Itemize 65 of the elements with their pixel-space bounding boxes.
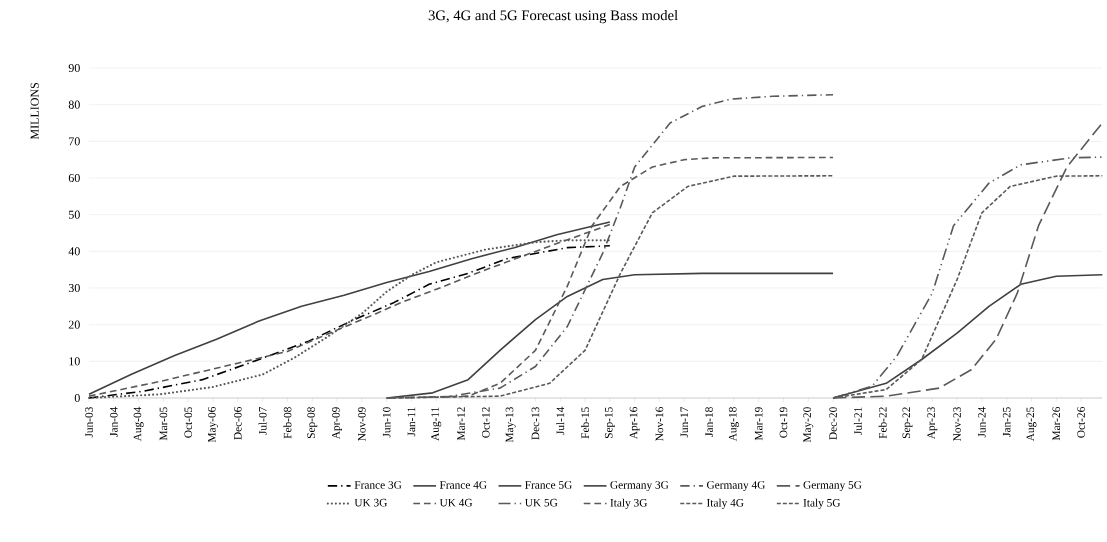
y-tick-label: 80 [68, 100, 80, 109]
x-tick-label: Feb-22 [878, 407, 887, 439]
legend-label: Germany 3G [610, 481, 669, 492]
x-tick-label: Feb-08 [283, 407, 292, 439]
x-tick-label: Jan-11 [407, 407, 416, 437]
y-tick-label: 60 [68, 173, 80, 183]
legend-label: Germany 5G [803, 481, 862, 492]
legend-label: Italy 5G [803, 498, 841, 509]
x-tick-label: Nov-23 [953, 407, 961, 441]
x-tick-label: Aug-04 [133, 406, 144, 442]
y-tick-label: 10 [69, 357, 80, 366]
x-tick-label: Jun-03 [85, 407, 93, 438]
x-tick-label: Dec-06 [234, 407, 242, 440]
x-tick-label: Oct-19 [779, 407, 788, 438]
x-tick-label: Mar-05 [159, 407, 168, 441]
y-tick-label: 70 [69, 137, 80, 146]
x-tick-label: Oct-26 [1077, 407, 1085, 438]
x-tick-label: Oct-12 [482, 407, 490, 438]
x-tick-label: Jul-21 [853, 407, 862, 435]
x-tick-label: Jul-14 [556, 406, 565, 435]
x-tick-label: Feb-15 [581, 407, 590, 439]
x-tick-label: Sep-22 [902, 407, 913, 439]
legend-label: France 5G [525, 481, 572, 489]
x-tick-label: Jun-24 [978, 406, 986, 438]
y-tick-label: 30 [68, 283, 80, 293]
x-tick-label: Sep-15 [604, 407, 615, 439]
x-tick-label: Mar-12 [457, 407, 465, 441]
y-tick-label: 50 [68, 210, 80, 219]
x-tick-label: May-13 [505, 407, 516, 443]
legend-label: France 4G [439, 481, 487, 489]
x-tick-label: Apr-09 [332, 407, 342, 440]
y-axis-title: MILLIONS [30, 82, 39, 140]
x-tick-label: Jul-07 [258, 407, 267, 435]
legend-label: Italy 3G [610, 498, 648, 509]
y-tick-label: 0 [74, 393, 80, 403]
legend-label: Italy 4G [706, 498, 744, 509]
x-tick-label: Jan-18 [705, 407, 713, 437]
x-tick-label: Aug-25 [1026, 407, 1037, 442]
legend-label: Germany 4G [706, 481, 765, 492]
x-tick-label: Jan-04 [110, 406, 118, 437]
chart-title: 3G, 4G and 5G Forecast using Bass model [428, 9, 678, 24]
x-tick-label: Nov-16 [655, 407, 664, 441]
y-tick-label: 90 [68, 63, 80, 73]
x-tick-label: Sep-08 [307, 407, 318, 439]
x-tick-label: Jun-17 [680, 407, 689, 438]
x-tick-label: Mar-19 [754, 407, 763, 441]
x-tick-label: Mar-26 [1052, 407, 1061, 441]
y-tick-label: 40 [68, 247, 80, 256]
x-tick-label: Jun-10 [382, 407, 391, 438]
x-tick-label: Dec-13 [531, 407, 540, 440]
x-tick-label: Aug-18 [728, 407, 739, 442]
x-tick-label: Jan-25 [1002, 407, 1011, 437]
legend-label: UK 3G [354, 498, 388, 507]
x-tick-label: Nov-09 [358, 407, 366, 441]
x-tick-label: Dec-20 [829, 407, 837, 440]
x-tick-label: May-20 [803, 407, 814, 443]
x-tick-label: May-06 [208, 407, 219, 443]
x-tick-label: Apr-16 [629, 407, 640, 440]
legend-label: UK 5G [524, 498, 558, 507]
x-tick-label: Apr-23 [927, 407, 938, 440]
legend-label: France 3G [354, 481, 402, 489]
y-tick-label: 20 [68, 320, 80, 329]
x-tick-label: Aug-11 [431, 407, 442, 441]
x-tick-label: Oct-05 [184, 407, 193, 438]
legend-label: UK 4G [439, 498, 473, 507]
